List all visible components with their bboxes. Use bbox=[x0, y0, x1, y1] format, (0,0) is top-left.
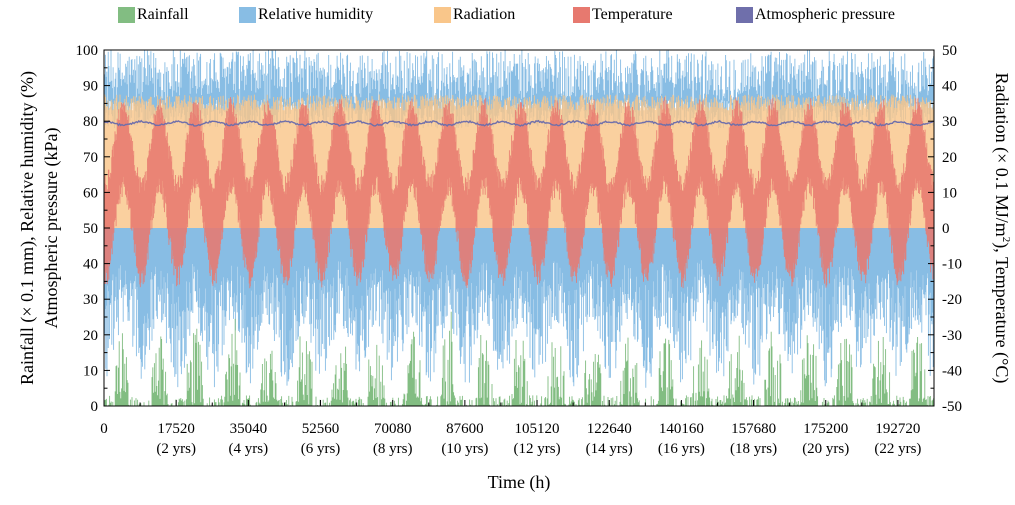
x-tick-label: 105120 bbox=[515, 421, 560, 437]
y-right-tick-label: 20 bbox=[942, 150, 957, 166]
temperature-band bbox=[104, 97, 934, 289]
right-axis-title-part-3: ), Temperature (°C) bbox=[991, 242, 1012, 383]
x-tick-label: 70080 bbox=[374, 421, 412, 437]
y-left-tick-label: 0 bbox=[91, 399, 99, 415]
legend-item-relative-humidity[interactable]: Relative humidity bbox=[239, 6, 373, 24]
x-tick-label: 157680 bbox=[731, 421, 776, 437]
x-tick-sublabel: (22 yrs) bbox=[874, 441, 921, 457]
legend: Rainfall Relative humidity Radiation Tem… bbox=[0, 0, 1015, 34]
y-left-tick-label: 50 bbox=[83, 221, 98, 237]
y-left-tick-label: 20 bbox=[83, 328, 98, 344]
y-right-tick-label: -40 bbox=[942, 363, 962, 379]
y-right-tick-label: 0 bbox=[942, 221, 950, 237]
x-tick-sublabel: (18 yrs) bbox=[730, 441, 777, 457]
y-right-tick-label: 30 bbox=[942, 114, 957, 130]
x-tick-sublabel: (4 yrs) bbox=[229, 441, 269, 457]
legend-label-relative-humidity: Relative humidity bbox=[258, 6, 374, 23]
y-left-tick-label: 90 bbox=[83, 79, 98, 95]
x-tick-sublabel: (14 yrs) bbox=[586, 441, 633, 457]
series-rainfall bbox=[104, 311, 934, 406]
y-right-tick-label: -30 bbox=[942, 328, 962, 344]
left-axis-title: Rainfall (× 0.1 mm), Relative humidity (… bbox=[17, 71, 62, 385]
legend-swatch-relative-humidity bbox=[239, 7, 256, 23]
legend-label-temperature: Temperature bbox=[592, 6, 673, 23]
x-tick-label: 17520 bbox=[157, 421, 195, 437]
x-tick-label: 175200 bbox=[803, 421, 848, 437]
y-left-tick-label: 100 bbox=[76, 43, 99, 59]
y-right-tick-label: 40 bbox=[942, 79, 957, 95]
y-left-tick-label: 40 bbox=[83, 257, 98, 273]
y-left-tick-label: 30 bbox=[83, 292, 98, 308]
x-tick-label: 140160 bbox=[659, 421, 704, 437]
left-axis-title-line-1: Rainfall (× 0.1 mm), Relative humidity (… bbox=[17, 71, 38, 385]
axis-layer: 0 17520(2 yrs)35040(4 yrs)52560(6 yrs)700… bbox=[76, 43, 963, 457]
y-right-tick-label: -10 bbox=[942, 257, 962, 273]
x-axis-title: Time (h) bbox=[488, 472, 551, 493]
right-axis-title-part-1: Radiation (× 0.1 MJ/m bbox=[991, 73, 1012, 237]
y-left-tick-label: 10 bbox=[83, 363, 98, 379]
right-axis-title-superscript: 2 bbox=[1000, 237, 1012, 243]
x-tick-label: 87600 bbox=[446, 421, 484, 437]
x-tick-sublabel: (12 yrs) bbox=[514, 441, 561, 457]
pressure-line bbox=[104, 119, 934, 127]
x-tick-sublabel: (2 yrs) bbox=[156, 441, 196, 457]
legend-swatch-radiation bbox=[434, 7, 451, 23]
x-tick-sublabel: (6 yrs) bbox=[301, 441, 341, 457]
y-left-tick-label: 80 bbox=[83, 114, 98, 130]
x-tick-sublabel: (20 yrs) bbox=[802, 441, 849, 457]
x-tick-sublabel: (16 yrs) bbox=[658, 441, 705, 457]
series-layer bbox=[104, 50, 934, 406]
left-axis-title-line-2: Atmospheric pressure (kPa) bbox=[41, 128, 62, 329]
x-tick-label: 52560 bbox=[302, 421, 340, 437]
x-tick-sublabel: (10 yrs) bbox=[441, 441, 488, 457]
x-tick-sublabel: (8 yrs) bbox=[373, 441, 413, 457]
series-temperature bbox=[104, 97, 934, 289]
y-right-tick-label: -20 bbox=[942, 292, 962, 308]
legend-swatch-rainfall bbox=[118, 7, 135, 23]
x-tick-label: 192720 bbox=[875, 421, 920, 437]
x-tick-label: 35040 bbox=[230, 421, 268, 437]
x-tick-label: 0 bbox=[100, 421, 108, 437]
x-tick-label: 122640 bbox=[587, 421, 632, 437]
y-right-tick-label: 10 bbox=[942, 185, 957, 201]
legend-label-atmospheric-pressure: Atmospheric pressure bbox=[755, 6, 895, 23]
legend-label-radiation: Radiation bbox=[453, 6, 516, 23]
legend-item-temperature[interactable]: Temperature bbox=[573, 6, 673, 24]
series-atmospheric-pressure bbox=[104, 119, 934, 127]
legend-item-rainfall[interactable]: Rainfall bbox=[118, 6, 189, 24]
legend-item-atmospheric-pressure[interactable]: Atmospheric pressure bbox=[736, 6, 895, 24]
y-left-tick-label: 70 bbox=[83, 150, 98, 166]
y-right-tick-label: 50 bbox=[942, 43, 957, 59]
y-left-tick-label: 60 bbox=[83, 185, 98, 201]
right-axis-title: Radiation (× 0.1 MJ/m2), Temperature (°C… bbox=[991, 73, 1012, 384]
legend-swatch-temperature bbox=[573, 7, 590, 23]
legend-swatch-atmospheric-pressure bbox=[736, 7, 753, 23]
y-right-tick-label: -50 bbox=[942, 399, 962, 415]
legend-label-rainfall: Rainfall bbox=[137, 6, 189, 23]
legend-item-radiation[interactable]: Radiation bbox=[434, 6, 515, 24]
rainfall-bars bbox=[104, 311, 934, 406]
